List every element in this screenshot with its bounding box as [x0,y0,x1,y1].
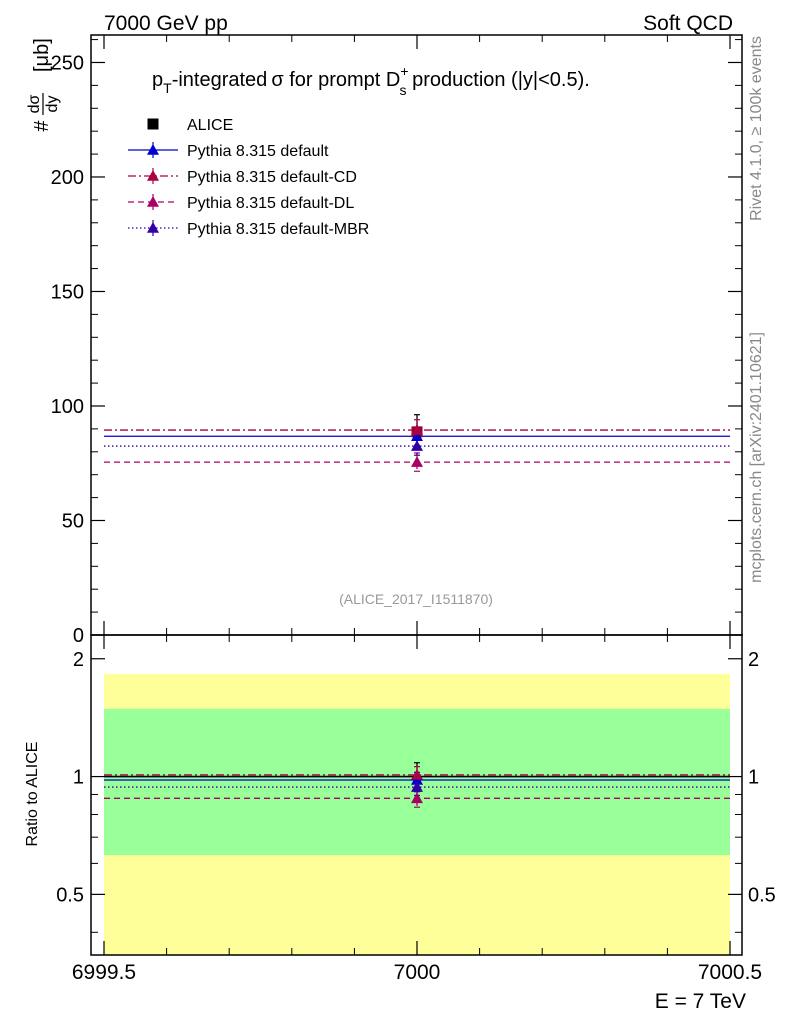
axes: 0 50 100 150 200 250 0.5 0.5 1 1 2 2 6999.5 7000 7000.… [51,34,776,984]
rivet-label: Rivet 4.1.0, ≥ 100k events [748,36,765,221]
main-ytick-label-4: 200 [51,167,84,189]
header-right: Soft QCD [643,12,733,35]
x-axis-label: E = 7 TeV [655,990,746,1013]
main-marker-dl [411,456,423,467]
mcplots-label: mcplots.cern.ch [arXiv:2401.10621] [748,332,765,583]
ylabel-num: dσ [26,94,43,113]
ratio-bands [104,673,730,955]
main-ytick-label-2: 100 [51,396,84,418]
legend-label-cd: Pythia 8.315 default-CD [187,169,357,186]
legend-marker-default [147,144,159,155]
ratio-marker-cd [411,768,423,780]
main-series-lines [104,414,730,472]
ylabel-den: dy [44,96,61,113]
ratio-series-lines [104,762,730,808]
main-marker-cd [411,424,423,435]
header-left: 7000 GeV pp [104,12,228,35]
title-sigma: σ [271,69,284,91]
title-s-sub: s [400,82,407,98]
legend-marker-dl [147,196,159,207]
title-for: for prompt D [284,69,401,91]
main-marker-mbr [411,440,423,451]
legend-marker-cd [147,170,159,181]
main-y-label: # dσ dy [μb] [26,38,61,131]
ratio-ytick-label-right-2: 2 [748,649,759,671]
legend-label-default: Pythia 8.315 default [187,143,329,160]
title-plus-sup: + [400,63,408,79]
main-ytick-label-5: 250 [51,52,84,74]
legend-label-mbr: Pythia 8.315 default-MBR [187,221,369,238]
ylabel-unit: [μb] [31,38,53,72]
main-ytick-label-1: 50 [62,510,84,532]
legend: ALICE Pythia 8.315 default Pythia 8.315 de… [128,117,369,238]
main-ytick-label-0: 0 [73,625,84,647]
title-rest: production (|y|<0.5). [407,69,590,91]
legend-label-dl: Pythia 8.315 default-DL [187,195,354,212]
xtick-label-2: 7000.5 [698,961,762,984]
ratio-y-label: Ratio to ALICE [24,742,41,847]
ratio-ytick-label-right-0: 0.5 [748,884,776,906]
legend-marker-mbr [147,222,159,233]
main-ytick-label-3: 150 [51,281,84,303]
ratio-ytick-label-right-1: 1 [748,767,759,789]
plot-title: pT-integrated σ for prompt D+ s production… [152,63,590,98]
legend-marker-alice [147,118,159,130]
ratio-ytick-label-left-2: 2 [73,649,84,671]
legend-label-alice: ALICE [187,117,233,134]
xtick-label-1: 7000 [394,961,441,984]
analysis-tag: (ALICE_2017_I1511870) [339,591,493,607]
ratio-marker-mbr [411,781,423,792]
main-marker-default [411,430,423,442]
title-p: p [152,69,163,91]
ylabel-hash: # [31,120,53,132]
ratio-ytick-label-left-1: 1 [73,767,84,789]
ratio-ytick-label-left-0: 0.5 [56,884,84,906]
title-t-sub: T [163,80,172,96]
title-mid: -integrated [172,69,268,91]
xtick-label-0: 6999.5 [72,961,136,984]
ratio-marker-dl [411,792,423,804]
